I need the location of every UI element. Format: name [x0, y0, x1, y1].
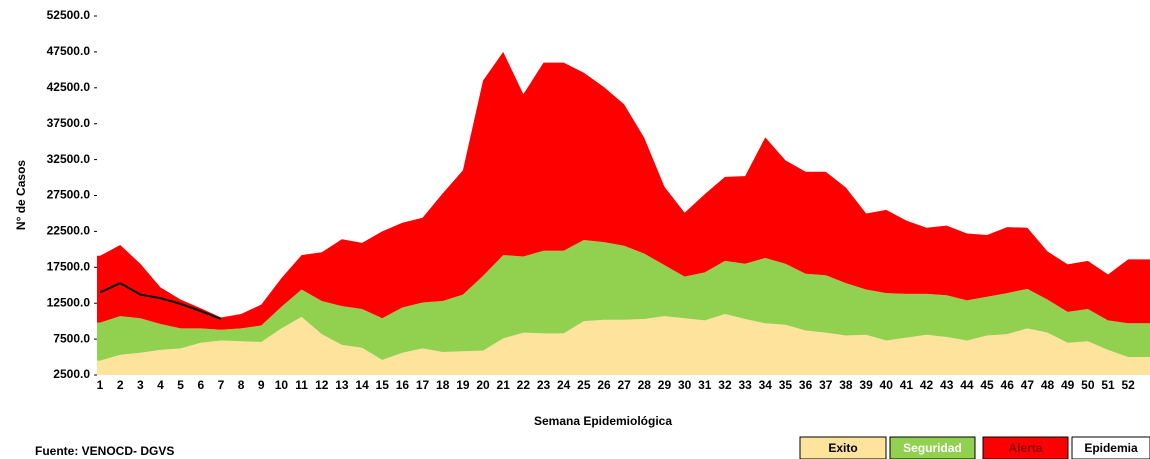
current-line [99, 281, 222, 320]
x-tick-label: 21 [497, 378, 511, 392]
x-tick-label: 23 [537, 378, 551, 392]
x-tick-label: 22 [517, 378, 531, 392]
x-tick-label: 41 [900, 378, 914, 392]
x-tick-label: 3 [137, 378, 144, 392]
x-tick-label: 8 [238, 378, 245, 392]
x-tick-label: 2 [117, 378, 124, 392]
y-tick-label: 7500.0 [53, 331, 90, 345]
x-tick-label: 16 [396, 378, 410, 392]
x-tick-label: 7 [218, 378, 225, 392]
area-seguridad [97, 240, 1150, 361]
source-note: Fuente: VENOCD- DGVS [35, 444, 174, 458]
y-tick-label: 12500.0 [47, 295, 91, 309]
x-tick-label: 11 [295, 378, 308, 392]
legend-label: Exito [828, 441, 857, 455]
x-tick-label: 12 [315, 378, 329, 392]
x-tick-label: 29 [658, 378, 672, 392]
x-tick-label: 48 [1041, 378, 1055, 392]
x-tick-label: 37 [819, 378, 833, 392]
legend-swatch [1071, 436, 1150, 459]
legend-swatch [889, 436, 976, 459]
y-tick-label: 52500.0 [47, 8, 91, 22]
legend-swatch [982, 436, 1069, 459]
x-tick-label: 43 [940, 378, 954, 392]
y-tick-label: 2500.0 [53, 367, 90, 381]
y-tick-label: 37500.0 [47, 116, 91, 130]
y-tick-label: 27500.0 [47, 188, 91, 202]
x-tick-label: 24 [557, 378, 571, 392]
x-axis-title: Semana Epidemiológica [534, 414, 672, 428]
y-tick-label: 22500.0 [47, 224, 91, 238]
y-tick-label: 32500.0 [47, 152, 91, 166]
x-tick-label: 45 [980, 378, 994, 392]
x-tick-label: 33 [738, 378, 752, 392]
plot-area [97, 51, 1150, 375]
x-tick-label: 27 [617, 378, 631, 392]
x-tick-label: 35 [779, 378, 793, 392]
x-tick-label: 14 [355, 378, 369, 392]
x-tick-label: 25 [577, 378, 591, 392]
x-tick-label: 18 [436, 378, 450, 392]
x-tick-label: 20 [476, 378, 490, 392]
x-tick-label: 46 [1001, 378, 1015, 392]
x-tick-label: 38 [839, 378, 853, 392]
y-axis-title: N° de Casos [14, 160, 28, 230]
x-tick-label: 40 [880, 378, 894, 392]
x-tick-label: 44 [960, 378, 974, 392]
x-tick-label: 5 [177, 378, 184, 392]
x-tick-label: 6 [197, 378, 204, 392]
x-tick-label: 51 [1101, 378, 1115, 392]
x-tick-label: 10 [275, 378, 289, 392]
legend-swatch [799, 436, 887, 459]
area-alerta [97, 51, 1150, 330]
x-tick-label: 36 [799, 378, 813, 392]
x-tick-label: 39 [859, 378, 873, 392]
x-tick-label: 47 [1021, 378, 1035, 392]
x-tick-label: 15 [376, 378, 390, 392]
y-tick-label: 47500.0 [47, 44, 91, 58]
x-tick-label: 1 [97, 378, 104, 392]
x-tick-label: 30 [678, 378, 692, 392]
x-tick-label: 19 [456, 378, 470, 392]
x-tick-label: 28 [638, 378, 652, 392]
x-tick-label: 9 [258, 378, 265, 392]
legend-label: Epidemia [1084, 441, 1138, 455]
x-tick-label: 13 [335, 378, 349, 392]
x-tick-label: 52 [1121, 378, 1135, 392]
y-tick-label: 42500.0 [47, 80, 91, 94]
x-tick-label: 31 [698, 378, 712, 392]
x-tick-label: 17 [416, 378, 430, 392]
area-exito [97, 313, 1150, 375]
legend-label: Alerta [1008, 441, 1042, 455]
x-tick-label: 42 [920, 378, 934, 392]
x-tick-label: 49 [1061, 378, 1075, 392]
x-tick-label: 32 [718, 378, 732, 392]
x-tick-label: 50 [1081, 378, 1095, 392]
x-tick-label: 4 [157, 378, 164, 392]
y-tick-label: 17500.0 [47, 259, 91, 273]
legend-label: Seguridad [903, 441, 962, 455]
x-tick-label: 34 [759, 378, 773, 392]
x-tick-label: 26 [597, 378, 611, 392]
